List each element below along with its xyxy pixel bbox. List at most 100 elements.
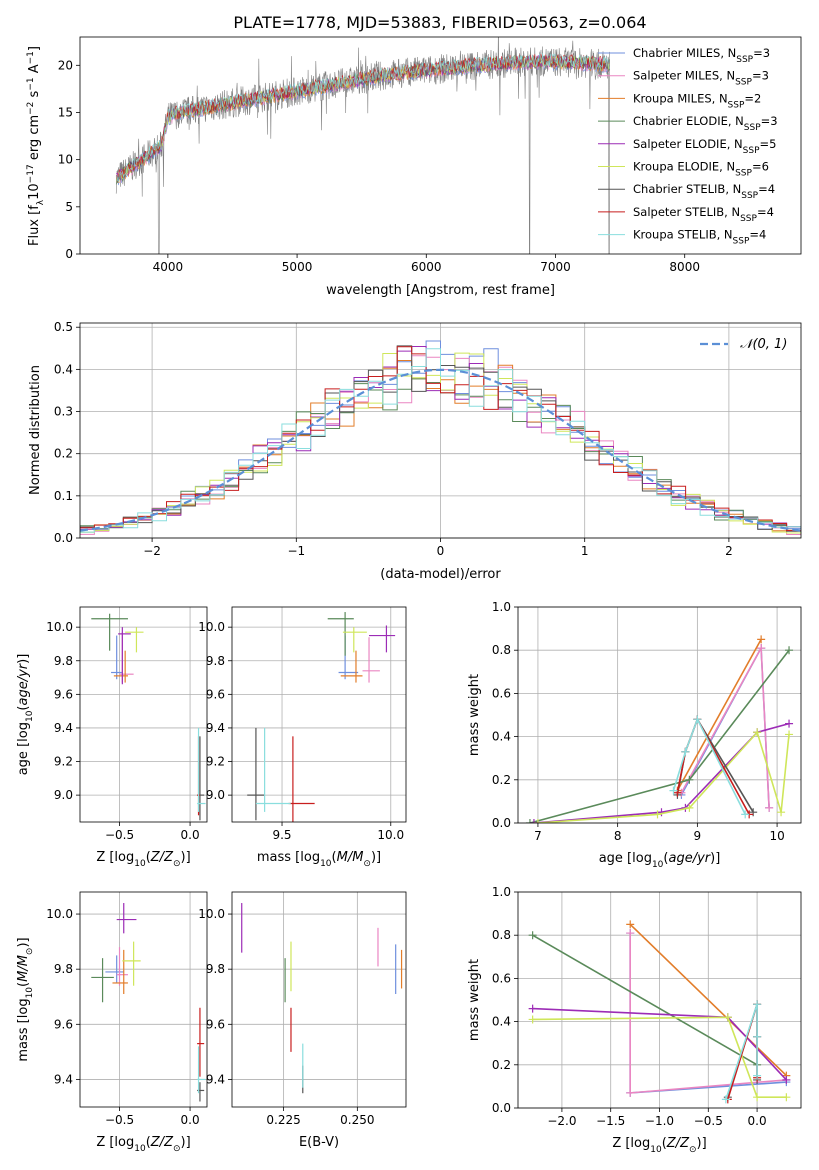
wage-marker-salpeter_elodie <box>785 719 794 728</box>
wz-line-kroupa_miles <box>629 923 787 1077</box>
spectrum-ylabel-part: −1 <box>26 77 36 90</box>
massz-xlabel-part: 10 <box>134 1144 146 1154</box>
agemass-xtick-label: 9.5 <box>272 828 291 842</box>
agemass-xtick-label: 10.0 <box>377 828 404 842</box>
agez-ylabel-part: 10 <box>25 710 35 722</box>
wage-marker-chabrier_elodie <box>525 819 534 823</box>
legend-entry-7-part: Salpeter STELIB, N <box>633 205 740 219</box>
massz-ytick-label: 9.6 <box>54 1017 73 1031</box>
spectrum-xtick-label: 5000 <box>282 260 313 274</box>
legend-entry-1: Salpeter MILES, NSSP=3 <box>633 69 769 88</box>
wage-line-kroupa_stelib <box>672 717 746 815</box>
legend-entry-6-part: Chabrier STELIB, N <box>633 182 741 196</box>
massz-ylabel-part: ⊙ <box>25 948 35 956</box>
hist-xtick-label: 0 <box>437 544 445 558</box>
wz-ytick-label: 0.2 <box>492 1058 511 1072</box>
wage-ytick-label: 1.0 <box>492 600 511 614</box>
massz-ylabel: mass [log10(M/M⊙)] <box>16 937 35 1061</box>
wage-marker-chabrier_stelib <box>749 808 758 817</box>
wage-xtick-label: 8 <box>614 829 622 843</box>
hist-xtick-label: 2 <box>725 544 733 558</box>
legend-entry-5-part: Kroupa ELODIE, N <box>633 160 735 174</box>
massz-point-kroupa_miles <box>112 949 128 994</box>
agemass-point-salpeter_stelib <box>288 736 315 822</box>
agez-point-chabrier_elodie <box>91 613 128 651</box>
wz-marker-kroupa_stelib <box>753 1071 762 1080</box>
wz-xlabel-part: Z [log <box>612 1136 650 1151</box>
legend-entry-3-part: SSP <box>744 123 761 133</box>
hist-normal-curve <box>80 368 801 532</box>
wz-xlabel-part: )] <box>697 1136 707 1151</box>
legend-entry-1-part: Salpeter MILES, N <box>633 69 735 83</box>
massebv-xtick-label: 0.250 <box>340 1113 374 1127</box>
hist-step-kroupa_stelib <box>80 348 801 536</box>
wage-ytick-label: 0.8 <box>492 643 511 657</box>
wz-marker-kroupa_elodie <box>782 1093 791 1102</box>
wz-marker-kroupa_elodie <box>528 1015 537 1024</box>
wage-marker-salpeter_stelib <box>673 788 682 797</box>
wz-xtick-label: −1.0 <box>645 1114 674 1128</box>
wage-marker-kroupa_elodie <box>753 728 762 737</box>
agemass-frame <box>231 606 407 823</box>
wage-line-kroupa_miles <box>676 639 762 791</box>
agez-xlabel-part: ⊙ <box>173 859 181 869</box>
wz-axes: −2.0 −1.5 −1.0 −0.5 0.0 0.0 0.2 0.4 0.6 0.8 1.0 Z [… <box>467 885 802 1155</box>
legend-entry-3: Chabrier ELODIE, NSSP=3 <box>633 114 778 133</box>
wage-ytick-label: 0.2 <box>492 773 511 787</box>
agez-ylabel-part: )] <box>16 654 31 664</box>
wage-lines <box>525 635 794 823</box>
hist-ytick-label: 0.3 <box>54 405 73 419</box>
agez-ytick-label: 9.8 <box>54 654 73 668</box>
agemass-axes: 9.5 10.0 9.0 9.2 9.4 9.6 9.8 10.0 mass [log10(M/… <box>198 606 407 869</box>
spectrum-ytick-label: 0 <box>65 247 73 261</box>
spectrum-ytick-label: 5 <box>65 200 73 214</box>
massz-point-salpeter_miles <box>116 947 128 986</box>
wz-xlabel: Z [log10(Z/Z⊙)] <box>612 1136 706 1155</box>
massz-point-kroupa_elodie <box>122 941 141 986</box>
legend-entry-2-part: =2 <box>744 91 761 105</box>
wage-xlabel-part: 10 <box>652 860 664 870</box>
wz-marker-chabrier_elodie <box>528 931 537 940</box>
agemass-ytick-label: 9.6 <box>206 687 225 701</box>
spectrum-ylabel-part: ] <box>27 46 42 51</box>
wz-marker-salpeter_elodie <box>782 1075 791 1084</box>
agez-ytick-label: 9.2 <box>54 755 73 769</box>
wz-marker-kroupa_miles <box>626 920 635 929</box>
wage-xtick-label: 10 <box>769 829 784 843</box>
agez-xlabel-part: Z/Z <box>150 850 174 865</box>
hist-xlabel: (data-model)/error <box>380 567 501 582</box>
legend-entry-3-part: Chabrier ELODIE, N <box>633 114 744 128</box>
massebv-ytick-label: 9.4 <box>206 1072 225 1086</box>
wage-xlabel-part: age/yr <box>668 851 711 866</box>
wage-marker-kroupa_stelib <box>681 747 690 756</box>
hist-axes: −2 −1 0 1 2 0.0 0.1 0.2 0.3 0.4 0.5 (data-model)/er… <box>28 320 802 582</box>
wage-frame <box>517 606 802 824</box>
massz-ylabel-part: mass [log <box>16 998 31 1061</box>
legend-entry-4: Salpeter ELODIE, NSSP=5 <box>633 137 776 156</box>
spectrum-ylabel-part: 10 <box>27 183 42 200</box>
massz-xtick-label: 0.0 <box>181 1113 200 1127</box>
legend-entry-8-part: Kroupa STELIB, N <box>633 228 733 242</box>
agez-ytick-label: 9.4 <box>54 721 73 735</box>
massz-xlabel: Z [log10(Z/Z⊙)] <box>96 1135 190 1154</box>
spectrum-ytick-label: 15 <box>58 105 73 119</box>
agemass-points <box>247 612 396 822</box>
wage-marker-kroupa_elodie <box>533 819 542 823</box>
legend-entry-0-part: Chabrier MILES, N <box>633 46 736 60</box>
massz-ytick-label: 9.8 <box>54 962 73 976</box>
legend-entry-4-part: =5 <box>760 137 777 151</box>
wage-marker-kroupa_stelib <box>669 786 678 795</box>
hist-xtick-label: −1 <box>287 544 305 558</box>
agemass-xlabel-part: ( <box>332 850 337 865</box>
wz-ytick-label: 0.6 <box>492 971 511 985</box>
agez-ylabel: age [log10(age/yr)] <box>16 654 35 776</box>
wz-marker-salpeter_elodie <box>528 1004 537 1013</box>
figure-title: PLATE=1778, MJD=53883, FIBERID=0563, z=0… <box>233 13 646 32</box>
massebv-ytick-label: 10.0 <box>198 907 225 921</box>
massebv-xtick-label: 0.225 <box>266 1113 300 1127</box>
legend-entry-6-part: SSP <box>741 191 758 201</box>
hist-bars <box>80 340 801 536</box>
massz-xlabel-part: ( <box>146 1135 151 1150</box>
